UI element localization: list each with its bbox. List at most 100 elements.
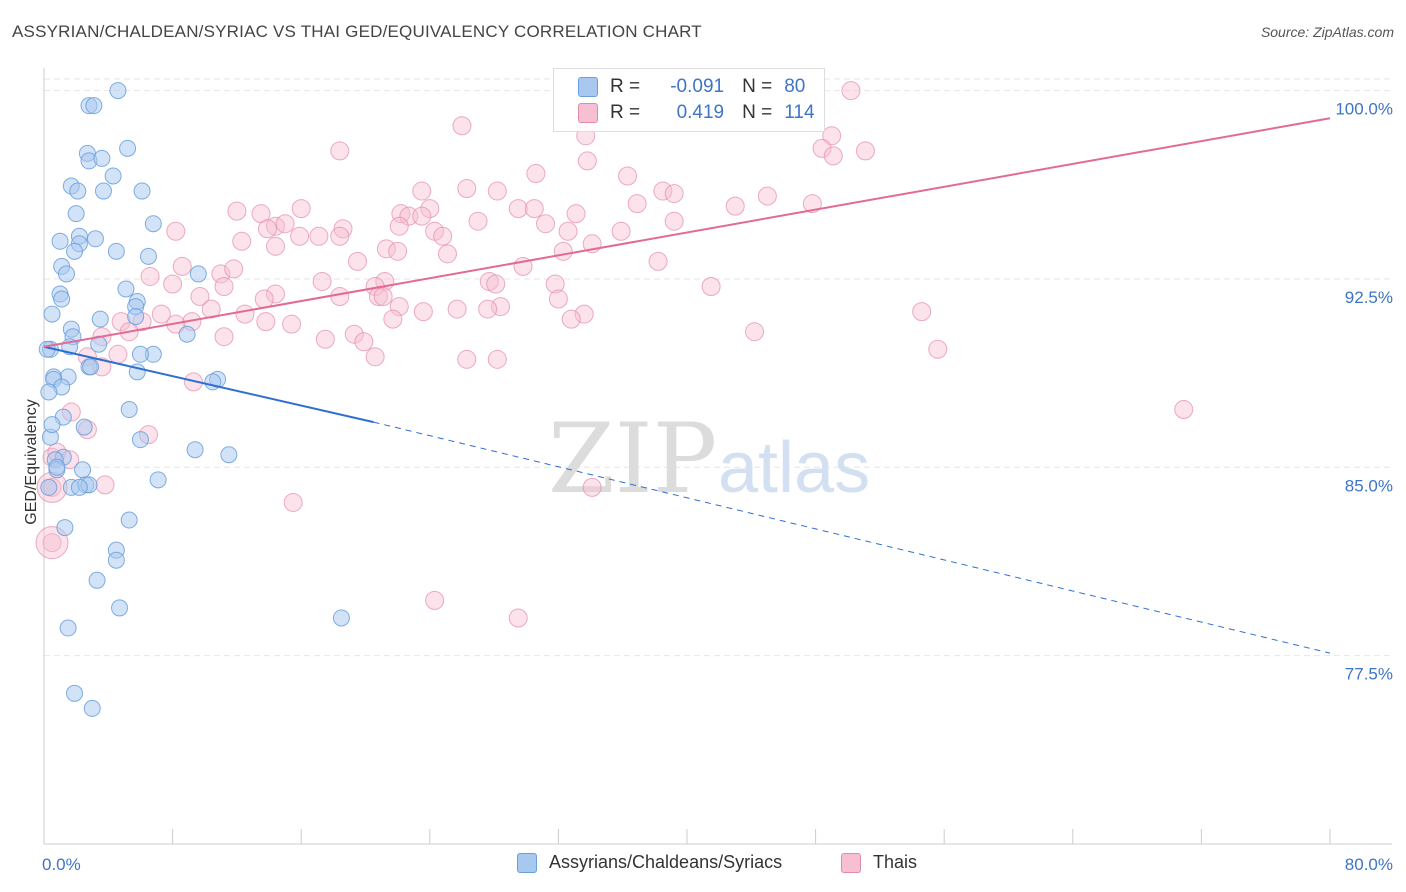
thai-point — [190, 287, 210, 307]
thai-point — [232, 231, 252, 251]
assyrian-point — [43, 305, 61, 323]
thai-point — [425, 590, 445, 610]
thai-point — [855, 141, 875, 161]
watermark-zip: ZIP — [548, 403, 717, 515]
assyrian-point — [40, 383, 58, 401]
assyrian-point — [127, 308, 145, 326]
assyrian-point — [178, 325, 196, 343]
thai-point — [757, 186, 777, 206]
thai-point — [486, 274, 506, 294]
assyrian-point — [107, 551, 125, 569]
thai-point — [42, 533, 62, 553]
thai-point — [526, 163, 546, 183]
x-tick-label-max: 80.0% — [1345, 855, 1393, 874]
thai-point — [561, 309, 581, 329]
thai-point — [841, 81, 861, 101]
thai-point — [664, 211, 684, 231]
assyrian-trend-extension — [373, 421, 1331, 654]
chart-title: ASSYRIAN/CHALDEAN/SYRIAC VS THAI GED/EQU… — [12, 22, 702, 41]
thai-point — [376, 239, 396, 259]
assyrian-point — [74, 461, 92, 479]
legend-swatch-thai — [578, 103, 598, 123]
thai-point — [478, 299, 498, 319]
thai-point — [553, 241, 573, 261]
thai-point — [548, 289, 568, 309]
thai-point — [275, 214, 295, 234]
thai-point — [447, 299, 467, 319]
bottom-legend-swatch-assyrian — [517, 852, 537, 873]
source-label: Source: ZipAtlas.com — [1260, 24, 1394, 40]
thais-points — [35, 81, 1194, 628]
y-axis-label: GED/Equivalency — [23, 399, 40, 524]
tick-labels: 77.5% 85.0% 92.5% 100.0% 0.0% 80.0% — [42, 100, 1393, 874]
thai-point — [283, 492, 303, 512]
r-value-thai: 0.419 — [676, 102, 725, 123]
assyrian-point — [82, 358, 100, 376]
thai-point — [330, 287, 350, 307]
thai-point — [389, 216, 409, 236]
thai-point — [524, 199, 544, 219]
watermark-atlas: atlas — [718, 428, 870, 508]
assyrian-point — [107, 242, 125, 260]
assyrian-point — [144, 215, 162, 233]
assyrian-point — [119, 139, 137, 157]
assyrian-point — [48, 458, 66, 476]
thai-point — [163, 274, 183, 294]
r-value-assyrian: -0.091 — [670, 76, 725, 97]
bottom-legend-label-thai: Thais — [873, 852, 918, 872]
bottom-legend-assyrian: Assyrians/Chaldeans/Syriacs — [517, 852, 782, 873]
thai-point — [265, 284, 285, 304]
assyrian-point — [111, 599, 129, 617]
thai-point — [256, 312, 276, 332]
thai-point — [290, 226, 310, 246]
thai-point — [457, 179, 477, 199]
r-label: R = — [610, 76, 641, 97]
thai-point — [347, 251, 367, 271]
thai-point — [508, 199, 528, 219]
thai-point — [618, 166, 638, 186]
thai-point — [928, 339, 948, 359]
legend-row-assyrian: R = -0.091 N = 80 — [578, 75, 805, 99]
assyrian-point — [40, 478, 58, 496]
thai-point — [508, 608, 528, 628]
assyrian-point — [75, 418, 93, 436]
thai-point — [214, 276, 234, 296]
assyrian-point — [109, 82, 127, 100]
thai-point — [664, 184, 684, 204]
trend-lines — [43, 117, 1331, 654]
thai-point — [224, 259, 244, 279]
thai-point — [433, 226, 453, 246]
thai-point — [291, 199, 311, 219]
n-value-assyrian: 80 — [784, 76, 806, 97]
r-label: R = — [610, 102, 641, 123]
assyrian-point — [93, 149, 111, 167]
thai-point — [151, 304, 171, 324]
assyrian-point — [120, 511, 138, 529]
y-tick-label: 77.5% — [1345, 665, 1393, 684]
thai-trend-line — [43, 117, 1331, 348]
thai-point — [166, 221, 186, 241]
assyrian-point — [131, 345, 149, 363]
assyrian-point — [94, 182, 112, 200]
assyrian-point — [53, 290, 71, 308]
assyrian-point — [88, 571, 106, 589]
thai-point — [172, 256, 192, 276]
thai-point — [577, 151, 597, 171]
thai-point — [413, 302, 433, 322]
legend-row-thai: R = 0.419 N = 114 — [578, 101, 815, 125]
thai-point — [201, 299, 221, 319]
assyrian-point — [56, 519, 74, 537]
assyrian-trend-line — [43, 345, 374, 424]
thai-point — [545, 274, 565, 294]
bottom-legend-thai: Thais — [841, 852, 917, 873]
thai-point — [823, 146, 843, 166]
thai-point — [582, 477, 602, 497]
assyrian-point — [66, 684, 84, 702]
bottom-legend-label-assyrian: Assyrians/Chaldeans/Syriacs — [549, 852, 783, 872]
thai-point — [312, 271, 332, 291]
legend-swatch-assyrian — [578, 77, 598, 97]
assyrian-point — [58, 265, 76, 283]
assyrian-point — [131, 431, 149, 449]
thai-point — [214, 327, 234, 347]
